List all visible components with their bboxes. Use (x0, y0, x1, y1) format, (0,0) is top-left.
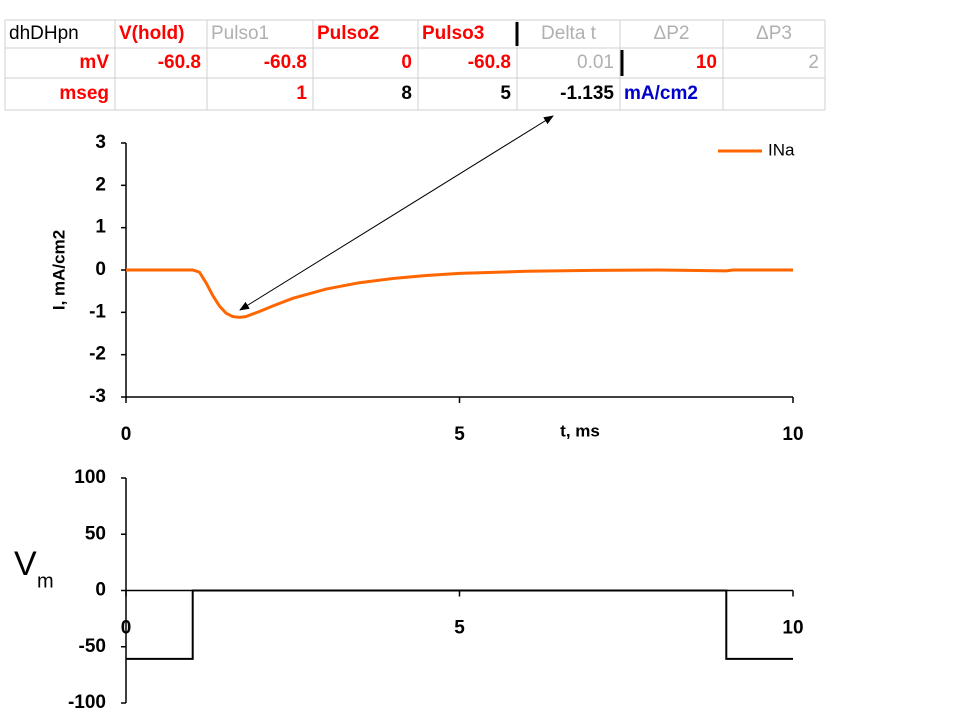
y-axis-label-subscript: m (37, 570, 54, 592)
x-tick-label: 10 (782, 618, 803, 639)
cell-text: 10 (696, 52, 717, 73)
annotation-arrow (239, 115, 554, 311)
sheet-table: dhDHpn V(hold) Pulso1 Pulso2 Pulso3 Delta t ΔP… (4, 19, 826, 111)
cell-text: 0.01 (577, 52, 614, 73)
y-tick-label: -1 (89, 301, 106, 322)
data-line (126, 589, 793, 660)
cell-text: 2 (808, 52, 819, 73)
y-tick-label: 3 (95, 132, 106, 153)
y-tick-label: 1 (95, 217, 106, 238)
cell-text: ΔP3 (756, 23, 792, 44)
cell-text: Delta t (541, 23, 597, 44)
cell-text: mseg (59, 83, 109, 104)
x-axis-label: t, ms (560, 421, 600, 440)
y-tick-label: 50 (85, 523, 106, 544)
y-tick-label: -3 (89, 386, 106, 407)
x-tick-label: 10 (782, 424, 803, 445)
y-axis-label: I, mA/cm2 (49, 230, 68, 310)
cell-text: -60.8 (158, 52, 201, 73)
y-axis-label: V (14, 545, 37, 583)
cell-text: dhDHpn (9, 23, 79, 44)
cell-text: 8 (401, 83, 412, 104)
cell-text: Pulso2 (317, 23, 379, 44)
cell-text: 5 (500, 83, 511, 104)
cell-text: mV (79, 52, 109, 73)
y-tick-label: 2 (95, 174, 106, 195)
legend-label: INa (768, 140, 795, 159)
y-tick-label: -100 (68, 692, 106, 713)
y-tick-label: 0 (95, 580, 106, 601)
cell-text: Pulso1 (211, 23, 269, 44)
cell-text: 1 (296, 83, 307, 104)
data-line (126, 268, 793, 319)
cell-text: 0 (401, 52, 412, 73)
x-tick-label: 0 (121, 424, 132, 445)
y-tick-label: -2 (89, 344, 106, 365)
cell-text: -60.8 (468, 52, 511, 73)
cell-text: Pulso3 (422, 23, 484, 44)
x-tick-label: 0 (121, 618, 132, 639)
y-tick-label: 100 (74, 467, 106, 488)
cell-text: -1.135 (560, 83, 614, 104)
cell-text: -60.8 (264, 52, 307, 73)
x-tick-label: 5 (454, 424, 465, 445)
y-tick-label: -50 (79, 636, 106, 657)
y-tick-label: 0 (95, 259, 106, 280)
x-tick-label: 5 (454, 618, 465, 639)
cell-text: V(hold) (119, 23, 184, 44)
cell-text: ΔP2 (654, 23, 690, 44)
cell-text: mA/cm2 (624, 83, 698, 104)
